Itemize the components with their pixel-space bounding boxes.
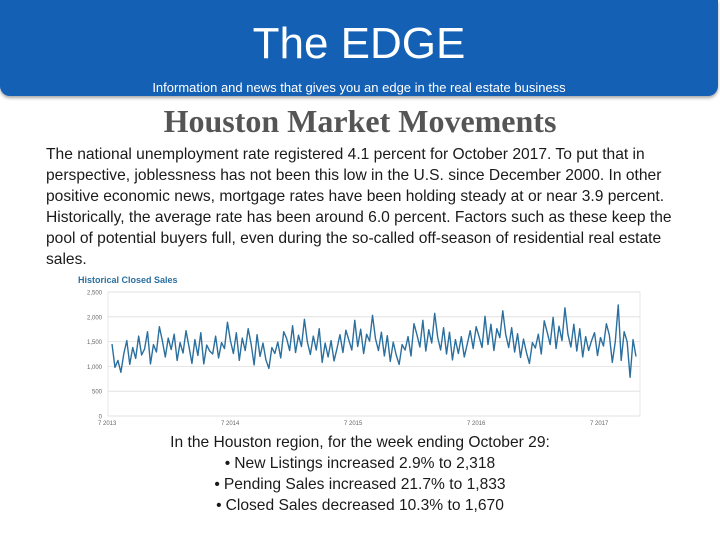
bullet-dot: • [214, 476, 220, 493]
x-tick-label: 7 2014 [221, 421, 240, 427]
x-tick-label: 7 2015 [344, 421, 363, 427]
chart-svg: Historical Closed Sales 2,500 2,000 1,500 1,… [78, 275, 641, 427]
x-tick-label: 7 2013 [98, 421, 117, 427]
chart-frame [107, 291, 641, 417]
stat-item-closed-sales: • Closed Sales decreased 10.3% to 1,670 [0, 495, 720, 516]
y-tick-label: 0 [99, 415, 103, 421]
stat-text: New Listings increased 2.9% to 2,318 [234, 455, 496, 472]
closed-sales-chart: Historical Closed Sales 2,500 2,000 1,500 1,… [72, 272, 644, 430]
banner-title: The EDGE [252, 19, 466, 68]
y-tick-label: 1,500 [87, 340, 103, 346]
houston-stats: In the Houston region, for the week endi… [0, 432, 720, 516]
page-title: Houston Market Movements [163, 103, 557, 139]
stat-text: Closed Sales decreased 10.3% to 1,670 [225, 497, 504, 514]
header-banner: The EDGE Information and news that gives… [0, 0, 718, 96]
stat-item-pending-sales: • Pending Sales increased 21.7% to 1,833 [0, 474, 720, 495]
houston-intro: In the Houston region, for the week endi… [170, 434, 550, 451]
stat-text: Pending Sales increased 21.7% to 1,833 [223, 476, 506, 493]
closed-sales-line [111, 304, 637, 379]
bullet-dot: • [224, 455, 231, 472]
banner-subtitle: Information and news that gives you an e… [152, 80, 566, 95]
y-tick-label: 2,000 [87, 315, 103, 321]
body-paragraph: The national unemployment rate registere… [46, 146, 672, 268]
bullet-dot: • [216, 497, 222, 514]
x-tick-label: 7 2016 [467, 421, 486, 427]
chart-title: Historical Closed Sales [78, 275, 178, 285]
y-tick-label: 2,500 [87, 291, 103, 297]
stat-item-new-listings: • New Listings increased 2.9% to 2,318 [0, 453, 720, 474]
y-tick-label: 1,000 [87, 365, 103, 371]
y-tick-label: 500 [92, 390, 103, 396]
x-tick-label: 7 2017 [590, 421, 609, 427]
